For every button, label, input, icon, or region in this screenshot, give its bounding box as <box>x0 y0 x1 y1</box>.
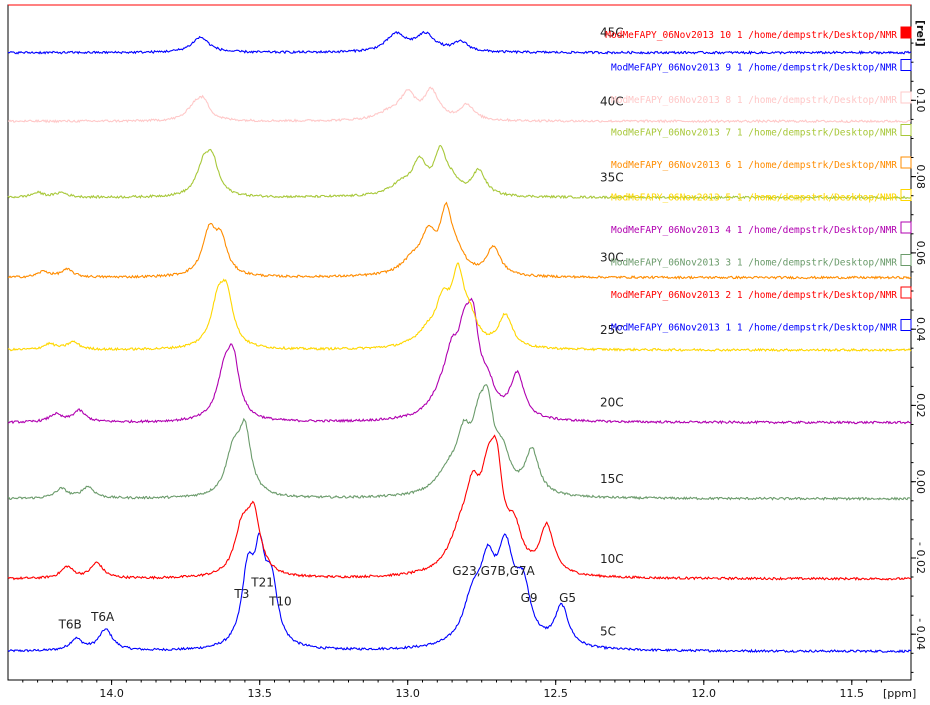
y-tick-label: 0.10 <box>914 88 927 113</box>
legend-swatch <box>900 189 912 201</box>
x-tick-label: 13.0 <box>395 687 420 700</box>
legend-swatch <box>900 26 912 39</box>
spectrum-line-35C <box>7 144 912 200</box>
y-tick-label: 0.06 <box>914 241 927 266</box>
legend-swatch <box>900 91 912 104</box>
spectrum-line-20C <box>7 297 912 425</box>
x-tick-label: 12.0 <box>692 687 717 700</box>
spectrum-line-45C <box>7 30 912 56</box>
x-axis: 14.0 13.5 13.0 12.5 12.0 11.5 <box>22 680 882 700</box>
legend-entry-text: ModMeFAPY_06Nov2013 4 1 /home/dempstrk/D… <box>611 225 897 236</box>
spectrum-line-25C <box>7 262 912 353</box>
x-tick-label: 13.5 <box>247 687 272 700</box>
legend-entry-text: ModMeFAPY_06Nov2013 7 1 /home/dempstrk/D… <box>611 128 897 139</box>
legend: ModMeFAPY_06Nov2013 10 1 /home/dempstrk/… <box>605 26 912 334</box>
legend-swatch <box>900 286 912 299</box>
y-tick-label: - 0.04 <box>914 618 927 650</box>
spectrum-line-5C <box>7 532 912 654</box>
peak-label-g23-g7b-g7a: G23,G7B,G7A <box>452 564 535 578</box>
spectrum-line-30C <box>8 201 912 280</box>
temperature-label-45C: 45C <box>600 26 624 40</box>
temperature-label-15C: 15C <box>600 472 624 486</box>
spectrum-line-15C <box>7 384 912 501</box>
peak-label-g9: G9 <box>521 591 538 605</box>
x-tick-label: 12.5 <box>543 687 568 700</box>
x-tick-label: 14.0 <box>99 687 124 700</box>
legend-entry-text: ModMeFAPY_06Nov2013 10 1 /home/dempstrk/… <box>605 30 897 41</box>
temperature-label-25C: 25C <box>600 323 624 337</box>
legend-entry-text: ModMeFAPY_06Nov2013 2 1 /home/dempstrk/D… <box>611 290 897 301</box>
temperature-label-20C: 20C <box>600 396 624 410</box>
peak-label-t6a: T6A <box>90 610 115 624</box>
peak-label-t3: T3 <box>233 587 249 601</box>
legend-entry-text: ModMeFAPY_06Nov2013 8 1 /home/dempstrk/D… <box>611 95 897 106</box>
legend-entry-text: ModMeFAPY_06Nov2013 6 1 /home/dempstrk/D… <box>611 160 897 171</box>
legend-swatch <box>900 221 912 234</box>
legend-entry-text: ModMeFAPY_06Nov2013 3 1 /home/dempstrk/D… <box>611 258 897 269</box>
y-axis-label: [rel] <box>914 20 927 47</box>
legend-entry-text: ModMeFAPY_06Nov2013 5 1 /home/dempstrk/D… <box>611 193 897 204</box>
temperature-label-5C: 5C <box>600 624 616 638</box>
spectra-group <box>7 4 912 654</box>
temperature-label-40C: 40C <box>600 94 624 108</box>
legend-swatch <box>900 59 912 71</box>
legend-swatch <box>900 124 912 136</box>
y-tick-label: 0.04 <box>914 317 927 342</box>
temperature-label-35C: 35C <box>600 171 624 185</box>
temperature-labels-group: 5C10C15C20C25C30C35C40C45C50C <box>600 26 624 639</box>
y-tick-label: 0.02 <box>914 393 927 418</box>
y-axis: 0.10 0.08 0.06 0.04 0.02 0.00 - 0.02 - 0.04 <box>911 42 927 673</box>
temperature-label-30C: 30C <box>600 251 624 265</box>
legend-swatch <box>900 254 912 266</box>
legend-swatch <box>900 319 912 331</box>
spectrum-line-40C <box>7 86 912 124</box>
legend-entry-text: ModMeFAPY_06Nov2013 1 1 /home/dempstrk/D… <box>611 323 897 334</box>
y-tick-label: - 0.02 <box>914 542 927 574</box>
peak-label-g5: G5 <box>559 591 576 605</box>
spectrum-line-10C <box>7 434 912 581</box>
x-tick-label: 11.5 <box>840 687 865 700</box>
legend-swatch <box>900 156 912 169</box>
peak-label-t21: T21 <box>250 576 274 590</box>
y-tick-label: 0.08 <box>914 164 927 189</box>
legend-entry-text: ModMeFAPY_06Nov2013 9 1 /home/dempstrk/D… <box>611 63 897 74</box>
peak-label-t10: T10 <box>268 595 292 609</box>
y-tick-label: 0.00 <box>914 469 927 494</box>
peak-label-t6b: T6B <box>58 618 82 632</box>
x-axis-label: [ppm] <box>883 687 916 700</box>
temperature-label-10C: 10C <box>600 552 624 566</box>
